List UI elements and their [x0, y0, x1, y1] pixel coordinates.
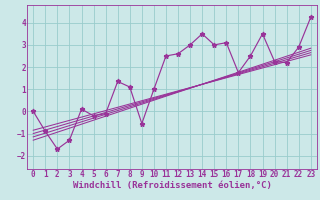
- X-axis label: Windchill (Refroidissement éolien,°C): Windchill (Refroidissement éolien,°C): [73, 181, 271, 190]
